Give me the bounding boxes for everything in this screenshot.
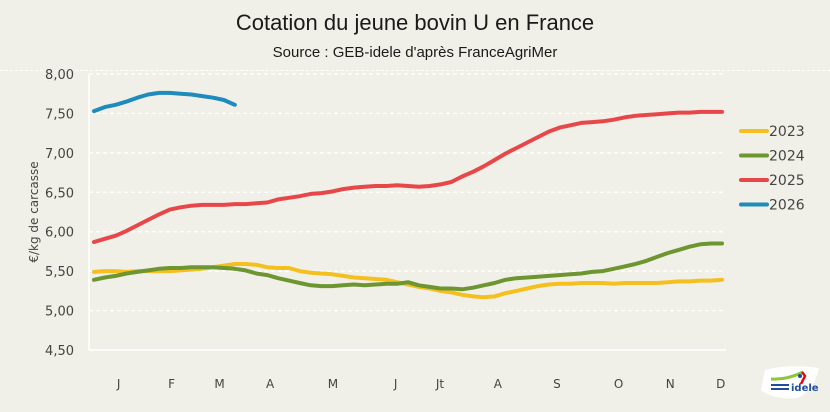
y-tick-label: 5,00 (45, 305, 74, 320)
legend-label: 2024 (769, 149, 805, 165)
series-lines (92, 90, 724, 300)
chart-subtitle: Source : GEB-idele d'après FranceAgriMer (272, 44, 558, 61)
y-tick-label: 8,00 (45, 68, 74, 83)
x-tick-label: F (168, 377, 175, 391)
idele-logo: idele (757, 362, 823, 402)
x-tick-label: J (393, 377, 398, 391)
x-axis-ticks: J F M A M J Jt A S O N D (116, 377, 726, 391)
y-tick-label: 6,50 (45, 186, 74, 201)
y-axis-ticks: 8,00 7,50 7,00 6,50 6,00 5,50 5,00 4,50 (45, 68, 74, 359)
series-line-2026 (92, 90, 237, 114)
x-tick-label: A (494, 377, 503, 391)
x-tick-label: O (614, 377, 623, 391)
x-tick-label: A (266, 377, 275, 391)
y-tick-label: 6,00 (45, 226, 74, 241)
x-tick-label: D (716, 377, 725, 391)
x-tick-label: M (214, 377, 224, 391)
series-line-2024 (92, 241, 724, 292)
x-tick-label: S (553, 377, 561, 391)
y-tick-label: 7,00 (45, 147, 74, 162)
y-axis-label: €/kg de carcasse (27, 161, 41, 262)
legend-label: 2023 (769, 124, 805, 140)
x-tick-label: J (116, 377, 121, 391)
y-tick-label: 4,50 (45, 344, 74, 359)
y-tick-label: 7,50 (45, 107, 74, 122)
svg-text:idele: idele (791, 383, 819, 394)
x-tick-label: N (666, 377, 675, 391)
series-line-2025 (92, 109, 724, 244)
x-tick-label: M (328, 377, 338, 391)
x-tick-label: Jt (435, 377, 445, 391)
y-tick-label: 5,50 (45, 265, 74, 280)
header-divider (0, 70, 830, 72)
legend-label: 2025 (769, 173, 805, 189)
legend-label: 2026 (769, 198, 805, 214)
legend: 2023 2024 2025 2026 (739, 124, 805, 214)
chart-title: Cotation du jeune bovin U en France (235, 10, 595, 35)
